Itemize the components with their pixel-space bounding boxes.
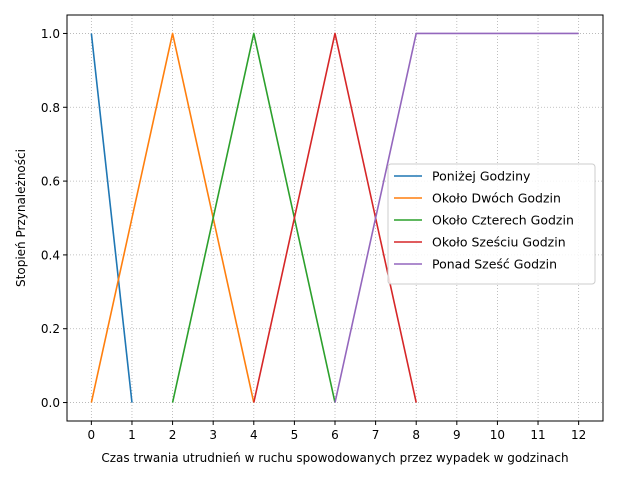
series-lines xyxy=(90,32,579,403)
x-tick-label: 5 xyxy=(291,428,299,442)
x-axis-ticks: 0 1 2 3 4 5 6 7 8 9 10 11 12 xyxy=(88,421,586,442)
legend-entry: Ponad Sześć Godzin xyxy=(432,257,557,272)
x-tick-label: 11 xyxy=(530,428,545,442)
legend-entry: Około Czterech Godzin xyxy=(432,213,574,228)
x-tick-label: 9 xyxy=(453,428,461,442)
x-tick-label: 4 xyxy=(250,428,258,442)
x-tick-label: 0 xyxy=(88,428,96,442)
y-tick-label: 0.0 xyxy=(41,396,60,410)
x-axis-label: Czas trwania utrudnień w ruchu spowodowa… xyxy=(101,451,568,465)
y-tick-label: 1.0 xyxy=(41,27,60,41)
y-tick-label: 0.2 xyxy=(41,322,60,336)
x-tick-label: 7 xyxy=(372,428,380,442)
y-axis-label: Stopień Przynależności xyxy=(14,149,28,287)
y-tick-label: 0.4 xyxy=(41,248,60,262)
x-tick-label: 12 xyxy=(571,428,586,442)
x-tick-label: 6 xyxy=(331,428,339,442)
x-tick-label: 10 xyxy=(490,428,505,442)
legend-box xyxy=(387,163,596,285)
legend-entry: Około Dwóch Godzin xyxy=(432,191,561,206)
series-line xyxy=(334,32,579,403)
series-line xyxy=(171,32,336,403)
x-tick-label: 2 xyxy=(169,428,177,442)
y-tick-label: 0.8 xyxy=(41,101,60,115)
x-tick-label: 1 xyxy=(128,428,136,442)
x-tick-label: 8 xyxy=(412,428,420,442)
legend: Poniżej Godziny Około Dwóch Godzin Około C… xyxy=(387,163,596,285)
y-axis-ticks: 0.0 0.2 0.4 0.6 0.8 1.0 xyxy=(41,27,67,410)
x-tick-label: 3 xyxy=(209,428,217,442)
legend-entry: Poniżej Godziny xyxy=(432,169,531,184)
series-line xyxy=(90,32,255,403)
y-tick-label: 0.6 xyxy=(41,175,60,189)
legend-entry: Około Sześciu Godzin xyxy=(432,235,566,250)
series-line xyxy=(90,33,133,403)
